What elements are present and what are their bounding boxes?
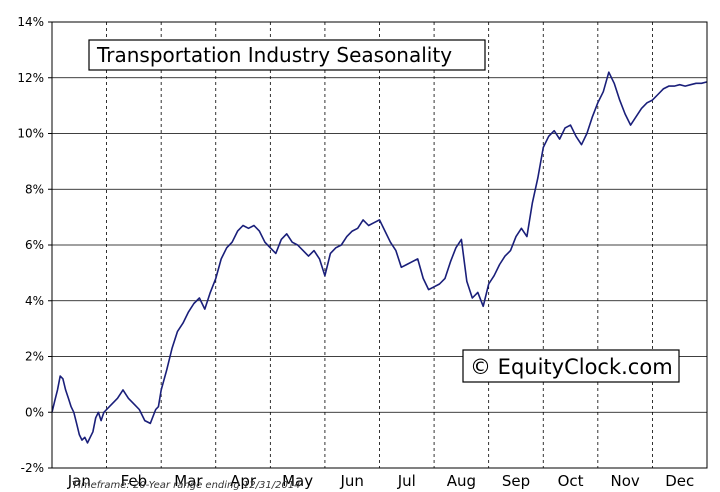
x-tick-label: Jun: [339, 472, 363, 490]
y-tick-label: 6%: [25, 238, 44, 252]
y-tick-label: -2%: [21, 461, 44, 475]
x-tick-label: Nov: [610, 472, 639, 490]
plot-frame: [51, 21, 708, 469]
series-layer: [51, 71, 708, 444]
x-tick-label: Oct: [558, 472, 584, 490]
x-tick-label: Feb: [121, 472, 148, 490]
grid: [52, 22, 707, 468]
x-tick-label: Jul: [397, 472, 416, 490]
x-axis: Jan Feb Mar Apr May Jun Jul Aug Sep Oct Nov Dec: [67, 472, 694, 490]
series-line: [51, 71, 708, 444]
chart-title-box: Transportation Industry Seasonality: [88, 39, 486, 71]
x-tick-label: Dec: [665, 472, 694, 490]
x-tick-label: Sep: [502, 472, 530, 490]
y-tick-label: 0%: [25, 405, 44, 419]
chart-title: Transportation Industry Seasonality: [96, 43, 452, 67]
x-tick-label: Aug: [447, 472, 476, 490]
x-tick-label: Jan: [67, 472, 91, 490]
y-tick-label: 4%: [25, 294, 44, 308]
y-tick-label: 12%: [17, 71, 44, 85]
x-tick-label: Apr: [230, 472, 257, 490]
y-tick-label: 2%: [25, 350, 44, 364]
timeframe-footnote: Timeframe: 20-Year range ending 12/31/20…: [72, 480, 301, 491]
x-tick-label: Mar: [174, 472, 203, 490]
x-tick-label: May: [282, 472, 313, 490]
y-tick-label: 14%: [17, 15, 44, 29]
y-axis: -2% 0% 2% 4% 6% 8% 10% 12% 14%: [17, 15, 52, 475]
watermark-text: © EquityClock.com: [470, 355, 673, 379]
watermark-box: © EquityClock.com: [462, 349, 680, 383]
y-tick-label: 8%: [25, 182, 44, 196]
y-tick-label: 10%: [17, 127, 44, 141]
